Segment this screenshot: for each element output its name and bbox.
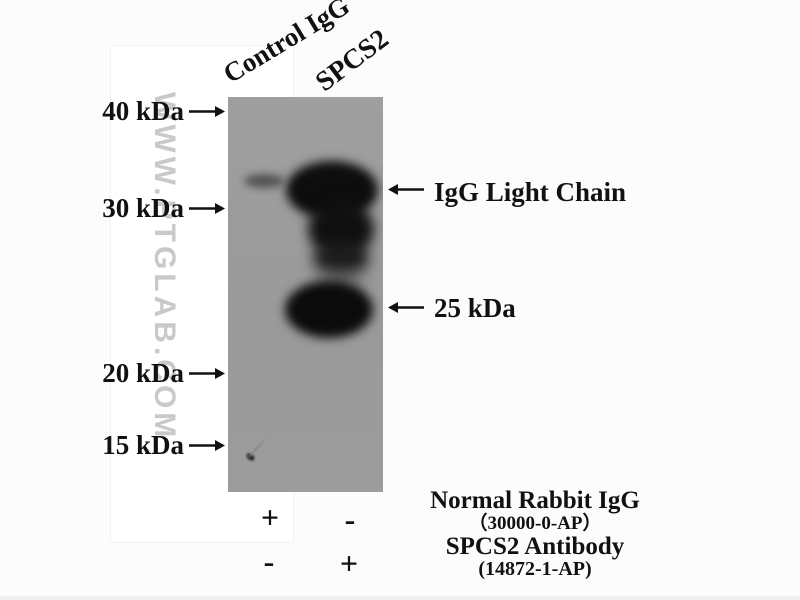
annotation-25kda: 25 kDa: [434, 293, 516, 323]
right-arrow-icon: [189, 202, 225, 215]
right-arrow-icon: [189, 367, 225, 380]
mw-marker-40kda: 40 kDa: [102, 96, 184, 126]
treatment-row2-lane2: +: [339, 544, 359, 581]
treatment-row1-lane1: +: [260, 498, 280, 535]
treatment-row1-lane2: -: [344, 500, 356, 537]
left-arrow-icon: [388, 183, 424, 196]
mw-marker-15kda: 15 kDa: [102, 430, 184, 460]
right-arrow-icon: [189, 105, 225, 118]
treatment-row2-lane1: -: [263, 542, 275, 579]
bottom-edge-strip: [0, 596, 800, 600]
reagent-name-normal-rabbit-igg: Normal Rabbit IgG: [430, 487, 640, 514]
lane-label-spcs2: SPCS2: [309, 23, 395, 98]
western-blot-membrane: [228, 97, 383, 492]
catalog-number-14872-1-ap: (14872-1-AP): [478, 558, 592, 580]
right-arrow-icon: [189, 439, 225, 452]
membrane-speckle-tail: [247, 437, 267, 459]
band-spcs2-25kda: [285, 281, 373, 338]
catalog-number-30000-0-ap: （30000-0-AP）: [468, 513, 602, 534]
reagent-legend: Normal Rabbit IgG （30000-0-AP） SPCS2 Ant…: [415, 488, 655, 580]
annotation-igg-light-chain: IgG Light Chain: [434, 177, 627, 207]
left-arrow-icon: [388, 301, 424, 314]
band-control-igg-light-chain: [244, 174, 284, 188]
mw-marker-30kda: 30 kDa: [102, 193, 184, 223]
reagent-name-spcs2-antibody: SPCS2 Antibody: [445, 533, 625, 560]
mw-marker-20kda: 20 kDa: [102, 358, 184, 388]
